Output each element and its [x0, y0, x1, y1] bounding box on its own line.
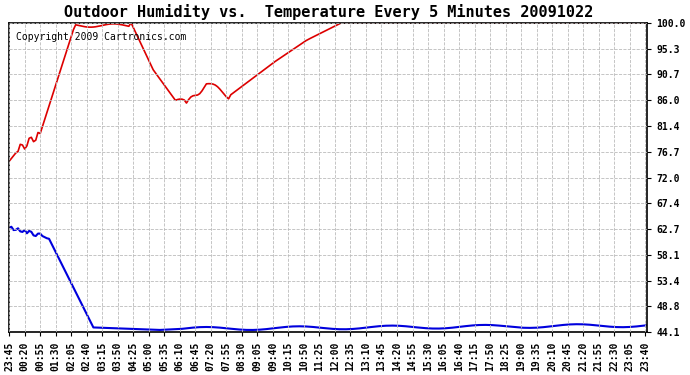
Title: Outdoor Humidity vs.  Temperature Every 5 Minutes 20091022: Outdoor Humidity vs. Temperature Every 5…	[63, 4, 593, 20]
Text: Copyright 2009 Cartronics.com: Copyright 2009 Cartronics.com	[16, 32, 186, 42]
